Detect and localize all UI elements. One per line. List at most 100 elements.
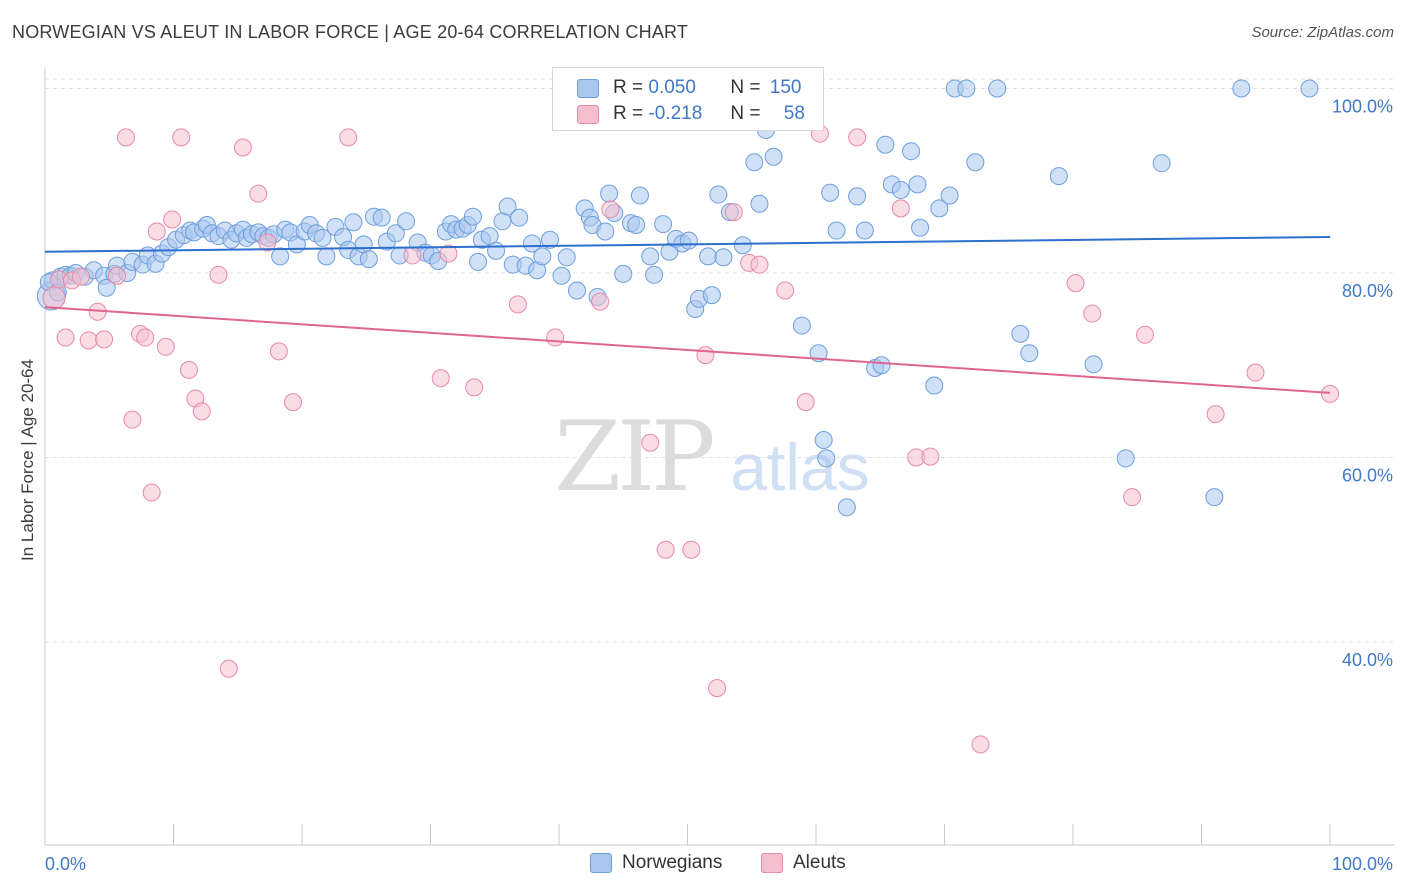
norwegians-point xyxy=(271,247,290,266)
norwegians-point xyxy=(641,247,660,266)
norwegians-point xyxy=(930,199,949,218)
aleuts-point xyxy=(209,265,228,284)
legend-row-aleuts: R = -0.218 N = 58 xyxy=(577,101,805,127)
aleuts-point xyxy=(776,281,795,300)
aleuts-point xyxy=(1321,384,1339,403)
norwegians-point xyxy=(988,79,1007,98)
aleuts-point xyxy=(147,222,166,241)
norwegians-point xyxy=(966,153,985,172)
norwegians-point xyxy=(709,185,728,204)
norwegians-point xyxy=(510,208,529,227)
grid-lines xyxy=(45,78,1395,643)
norwegians-point xyxy=(837,498,856,517)
norwegians-point xyxy=(596,222,615,241)
y-tick-label: 80.0% xyxy=(1342,281,1393,301)
aleuts-point xyxy=(269,342,288,361)
y-tick-label: 40.0% xyxy=(1342,650,1393,670)
chart-title: NORWEGIAN VS ALEUT IN LABOR FORCE | AGE … xyxy=(12,22,689,42)
bottom-legend-aleuts: Aleuts xyxy=(761,852,846,874)
norwegians-point xyxy=(733,236,752,255)
aleuts-point xyxy=(42,286,66,310)
norwegians-point xyxy=(1152,154,1171,173)
aleuts-point xyxy=(156,337,175,356)
aleuts-point xyxy=(696,346,715,365)
norwegians-point xyxy=(925,376,944,395)
legend-n-value: 58 xyxy=(783,103,805,124)
x-tick-label-end: 100.0% xyxy=(1332,854,1393,874)
aleuts-point xyxy=(163,210,182,229)
norwegians-point xyxy=(541,230,560,249)
legend-n-value: 150 xyxy=(769,77,802,98)
aleuts-point xyxy=(107,266,126,285)
norwegians-point xyxy=(386,224,405,243)
aleuts-point xyxy=(601,200,620,219)
tick-labels: 40.0% 60.0% 80.0% 100.0% 0.0% 100.0% xyxy=(45,96,1393,874)
norwegians-point xyxy=(817,449,836,468)
norwegians-point xyxy=(1084,355,1103,374)
aleuts-point xyxy=(219,659,238,678)
aleuts-point xyxy=(79,331,98,350)
aleuts-point xyxy=(172,128,191,147)
aleuts-point xyxy=(465,378,484,397)
norwegians-point xyxy=(317,247,336,266)
norwegians-point xyxy=(855,221,874,240)
norwegians-point xyxy=(614,264,633,283)
norwegians-point xyxy=(679,231,698,250)
norwegians-point xyxy=(313,228,332,247)
aleuts-point xyxy=(71,267,90,286)
norwegians-point xyxy=(714,248,733,267)
y-tick-label: 100.0% xyxy=(1332,96,1393,116)
aleuts-point xyxy=(708,679,727,698)
norwegians-point xyxy=(814,430,833,449)
stats-legend: R = 0.050 N = 150 R = -0.218 N = 58 xyxy=(552,67,824,131)
y-tick-label: 60.0% xyxy=(1342,466,1393,486)
aleuts-point xyxy=(233,138,252,157)
aleuts-point xyxy=(1123,488,1142,507)
norwegians-point xyxy=(940,186,959,205)
legend-r-value: 0.050 xyxy=(648,77,696,98)
aleuts-point xyxy=(921,447,940,466)
aleuts-point xyxy=(656,540,675,559)
norwegians-point xyxy=(469,252,488,271)
norwegians-point xyxy=(97,278,116,297)
aleuts-point xyxy=(546,328,565,347)
norwegians-point xyxy=(750,194,769,213)
aleuts-point xyxy=(179,360,198,379)
bottom-legend-swatch-pink xyxy=(761,853,783,873)
legend-r-label: R = xyxy=(613,77,644,98)
aleuts-point xyxy=(142,483,161,502)
norwegians-point xyxy=(876,135,895,154)
norwegians-trend-line xyxy=(44,235,1331,253)
bottom-legend-label-norwegians: Norwegians xyxy=(622,852,723,873)
norwegians-point xyxy=(567,281,586,300)
aleuts-point xyxy=(339,128,358,147)
norwegians-point xyxy=(908,175,927,194)
x-tick-label-start: 0.0% xyxy=(45,854,86,874)
aleuts-point xyxy=(123,410,142,429)
aleuts-point xyxy=(403,246,422,265)
norwegians-point xyxy=(523,234,542,253)
norwegians-point xyxy=(699,247,718,266)
watermark-zip: ZIP xyxy=(554,401,713,513)
aleuts-point xyxy=(796,393,815,412)
norwegians-point xyxy=(397,212,416,231)
norwegians-point xyxy=(372,208,391,227)
aleuts-point xyxy=(891,199,910,218)
norwegians-point xyxy=(891,180,910,199)
norwegians-point xyxy=(1232,79,1251,98)
norwegians-point xyxy=(344,213,363,232)
watermark-atlas: atlas xyxy=(730,430,869,504)
norwegians-point xyxy=(702,286,721,305)
legend-r-value: -0.218 xyxy=(648,103,703,124)
legend-swatch-pink xyxy=(577,104,599,124)
norwegians-point xyxy=(533,247,552,266)
norwegians-point xyxy=(552,266,571,285)
norwegians-point xyxy=(827,221,846,240)
legend-n-label: N = xyxy=(730,77,761,98)
aleuts-point xyxy=(971,735,990,754)
norwegians-point xyxy=(1300,79,1319,98)
aleuts-points xyxy=(42,124,1339,754)
aleuts-point xyxy=(641,433,660,452)
bottom-legend-norwegians: Norwegians xyxy=(590,852,722,874)
